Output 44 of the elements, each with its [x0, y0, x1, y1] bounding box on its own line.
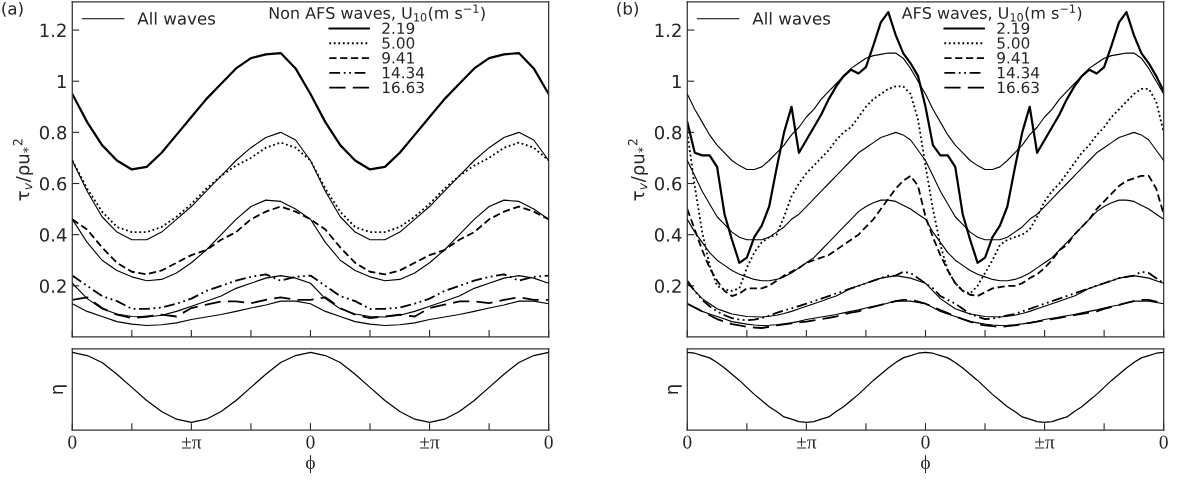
x-tick-label: 0 — [306, 435, 315, 449]
legend-label: 9.41 — [997, 52, 1029, 64]
y-tick-label: 0.6 — [39, 176, 67, 191]
y-tick-label: 1.2 — [40, 23, 66, 37]
x-tick-label: 0 — [683, 435, 692, 449]
y-tick-label: 1 — [672, 74, 681, 89]
y-axis-title: η — [667, 385, 682, 394]
chart-title: (b) — [617, 1, 638, 17]
y-tick-label: 0.8 — [654, 125, 682, 140]
x-tick-label: ±π — [796, 437, 817, 449]
legend-title: Non AFS waves, U$_{10}$(m s$^{−1}$) — [269, 4, 485, 22]
legend-label: 5.00 — [382, 37, 415, 49]
y-axis-title: η — [52, 385, 67, 394]
x-tick-label: 0 — [544, 435, 553, 449]
x-tick-label: ±π — [420, 437, 440, 449]
x-axis-title: ϕ — [306, 455, 315, 473]
x-tick-label: ±π — [1035, 437, 1055, 449]
x-tick-label: 0 — [921, 435, 930, 449]
y-axis-title: τ$_{v}$/ρu$_{*}$$^{2}$ — [12, 139, 33, 201]
legend-label: 16.63 — [382, 81, 424, 94]
y-tick-label: 1 — [57, 74, 66, 89]
legend-title: AFS waves, U$_{10}$(m s$^{−1}$) — [901, 4, 1082, 22]
legend-label: 9.41 — [382, 52, 414, 64]
legend-label: 2.19 — [382, 22, 415, 35]
chart-title: (a) — [2, 1, 23, 17]
legend-label: 14.34 — [997, 66, 1040, 79]
legend-label: 16.63 — [997, 81, 1039, 94]
y-tick-label: 0.2 — [39, 279, 66, 293]
x-tick-label: ±π — [181, 437, 202, 449]
x-tick-label: 0 — [1159, 435, 1168, 449]
y-tick-label: 0.4 — [39, 228, 67, 242]
y-tick-label: 0.8 — [39, 125, 67, 140]
legend-label: 14.34 — [382, 66, 425, 79]
x-tick-label: 0 — [68, 435, 77, 449]
x-axis-title: ϕ — [921, 455, 930, 473]
y-axis-title: τ$_{v}$/ρu$_{*}$$^{2}$ — [627, 139, 648, 201]
legend-label: 2.19 — [997, 22, 1030, 35]
y-tick-label: 0.2 — [654, 279, 681, 293]
y-tick-label: 0.4 — [654, 228, 682, 242]
legend-label: All waves — [752, 11, 831, 25]
legend-label: 5.00 — [997, 37, 1030, 49]
legend-label: All waves — [137, 11, 216, 25]
y-tick-label: 1.2 — [655, 23, 681, 37]
y-tick-label: 0.6 — [654, 176, 682, 191]
